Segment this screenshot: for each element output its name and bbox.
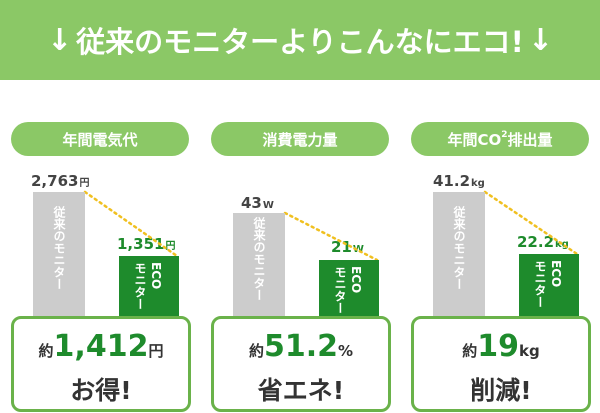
chart-title: 消費電力量	[211, 122, 389, 156]
panel-electricity-cost: 年間電気代 2,763円 1,351円 従来のモニター ECO モニター 約1,…	[11, 0, 191, 413]
bar-label-eco-1: ECO	[349, 266, 363, 294]
panel-power-consumption: 消費電力量 43W 21W 従来のモニター ECO モニター 約51.2% 省エ…	[211, 0, 391, 413]
savings-box: 約51.2% 省エネ!	[211, 316, 391, 412]
connector-dots	[483, 190, 579, 256]
savings-caption: 削減!	[470, 376, 532, 405]
savings-box: 約1,412円 お得!	[11, 316, 191, 412]
connector-dots	[83, 190, 179, 258]
bar-label-eco-2: モニター	[133, 262, 147, 310]
panel-co2-emissions: 年間CO 2 排出量 41.2kg 22.2kg 従来のモニター ECO モニター …	[411, 0, 591, 413]
value-label-conventional: 43W	[241, 194, 274, 212]
bar-conventional: 従来のモニター	[33, 192, 85, 322]
bar-eco: ECO モニター	[119, 256, 179, 322]
connector-dots	[283, 211, 379, 262]
bar-label-conventional: 従来のモニター	[52, 206, 66, 290]
down-arrow-icon-left: ↓	[47, 22, 73, 58]
bar-eco: ECO モニター	[519, 254, 579, 322]
header-banner	[0, 0, 600, 80]
bar-label-conventional: 従来のモニター	[452, 206, 466, 290]
bar-label-eco-2: モニター	[333, 266, 347, 314]
bar-label-conventional: 従来のモニター	[252, 217, 266, 301]
value-label-eco: 22.2kg	[517, 233, 569, 251]
savings-amount: 約19kg	[462, 329, 540, 364]
savings-caption: 省エネ!	[257, 376, 345, 405]
banner-title: ↓ 従来のモニターよりこんなにエコ! ↓	[0, 0, 600, 80]
savings-amount: 約1,412円	[38, 329, 164, 364]
value-label-eco: 1,351円	[117, 235, 176, 253]
savings-box: 約19kg 削減!	[411, 316, 591, 412]
bar-label-eco-1: ECO	[149, 262, 163, 290]
bar-label-eco-2: モニター	[533, 260, 547, 308]
banner-text: 従来のモニターよりこんなにエコ!	[76, 25, 524, 59]
value-label-conventional: 41.2kg	[433, 172, 485, 190]
savings-amount: 約51.2%	[248, 329, 354, 364]
bar-eco: ECO モニター	[319, 260, 379, 322]
chart-title: 年間電気代	[11, 122, 189, 156]
value-label-conventional: 2,763円	[31, 172, 90, 190]
value-label-eco: 21W	[331, 238, 364, 256]
chart-title: 年間CO 2 排出量	[411, 122, 589, 156]
down-arrow-icon-right: ↓	[527, 22, 553, 58]
bar-label-eco-1: ECO	[549, 260, 563, 288]
bar-conventional: 従来のモニター	[433, 192, 485, 322]
savings-caption: お得!	[70, 376, 132, 405]
bar-conventional: 従来のモニター	[233, 213, 285, 322]
